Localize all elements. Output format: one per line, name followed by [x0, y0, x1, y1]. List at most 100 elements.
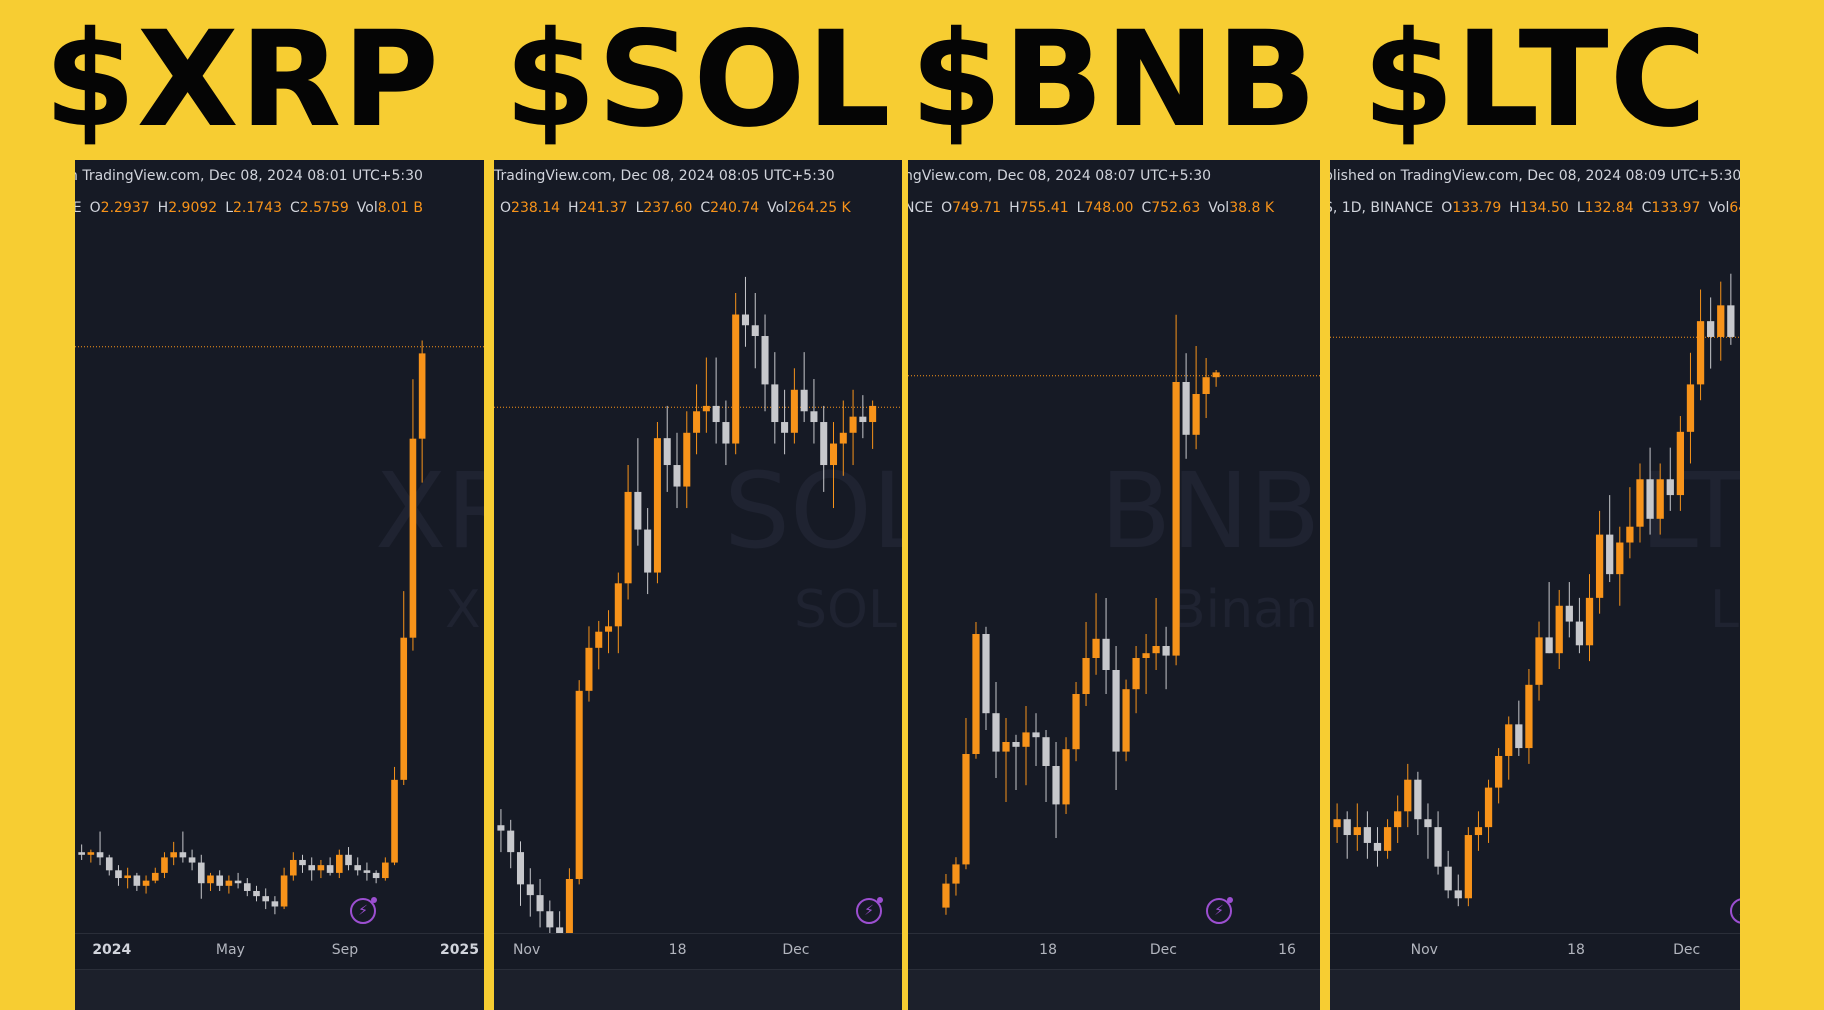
x-tick-label: 18 [1567, 942, 1585, 958]
ohlc-prefix: CE [75, 200, 82, 216]
candle [702, 357, 710, 433]
chart-footer-bar [75, 969, 484, 1010]
candles-layer [494, 276, 902, 934]
candlestick-chart[interactable]: BNBU Binance ngView.com, Dec 08, 2024 08:0… [908, 160, 1320, 1010]
lightning-icon[interactable]: ⚡ [1206, 897, 1233, 924]
candle [1112, 646, 1120, 790]
x-tick-label: Dec [1149, 942, 1177, 958]
candlestick-chart[interactable]: XRP XRP n TradingView.com, Dec 08, 2024 08… [75, 160, 484, 1010]
candle [982, 626, 990, 730]
published-line: ngView.com, Dec 08, 2024 08:07 UTC+5:30 [908, 168, 1212, 184]
candle [1082, 622, 1090, 706]
candle [409, 379, 417, 651]
candle [1474, 811, 1483, 851]
chart-footer-bar [908, 969, 1320, 1010]
candle [1585, 574, 1594, 662]
candle [253, 885, 260, 902]
candle [1343, 811, 1351, 859]
candlestick-chart[interactable]: LTCLiblished on TradingView.com, Dec 08,… [1330, 160, 1740, 1010]
ohlc-h: H2.9092 [157, 200, 218, 216]
candle [418, 340, 426, 483]
candle [1575, 597, 1584, 654]
published-line: TradingView.com, Dec 08, 2024 08:05 UTC+… [494, 168, 835, 184]
lightning-icon[interactable]: ⚡ [350, 897, 377, 924]
candle [133, 872, 141, 891]
candle [839, 400, 847, 476]
ohlc-vol-value: 64.9 K [1729, 200, 1740, 216]
candle [1142, 634, 1150, 694]
x-tick-label: 2024 [92, 942, 132, 958]
candle [105, 854, 113, 876]
candle [829, 422, 838, 509]
ohlc-vol: Vol264.25 K [767, 200, 851, 216]
candle [722, 400, 730, 466]
ticker-title: $LTC [1330, 0, 1740, 160]
candle [1505, 716, 1513, 780]
candle [790, 368, 798, 444]
candle [1022, 706, 1030, 786]
time-axis[interactable]: 18 Dec 16 [908, 933, 1320, 970]
ohlc-l: L132.84 [1576, 200, 1634, 216]
ohlc-c: C240.74 [700, 200, 760, 216]
candle [952, 857, 960, 896]
candle [1434, 811, 1442, 875]
exchange-watermark: Binance [1170, 580, 1320, 640]
candle [1072, 682, 1080, 762]
candle [1606, 495, 1614, 583]
time-axis[interactable]: Nov 18 Dec [1330, 933, 1740, 970]
candle [151, 867, 159, 884]
candle [317, 859, 325, 879]
candle [78, 844, 85, 860]
candle [96, 831, 104, 866]
candle [124, 867, 131, 889]
candle [751, 293, 759, 369]
candle [595, 620, 603, 670]
candle [1363, 811, 1372, 859]
candle [614, 572, 622, 654]
ohlc-c: C752.63 [1141, 200, 1201, 216]
candle [992, 682, 1000, 778]
candle [673, 432, 681, 509]
lightning-icon[interactable]: ⚡ [856, 897, 883, 924]
x-tick-label: 18 [1039, 942, 1057, 958]
ohlc-c-value: 240.74 [710, 200, 760, 216]
candle [693, 384, 701, 455]
time-axis[interactable]: Nov 18 Dec [494, 933, 902, 970]
candle [188, 849, 196, 871]
candlestick-chart[interactable]: SOL SOL TradingView.com, Dec 08, 2024 08:0… [494, 160, 902, 1010]
candle [1454, 874, 1462, 907]
candle [1102, 598, 1110, 694]
ohlc-l-value: 748.00 [1084, 200, 1134, 216]
candle [1062, 737, 1070, 814]
candle [683, 411, 691, 509]
symbol-watermark: SOL [724, 450, 902, 572]
candle [1424, 803, 1432, 859]
time-axis[interactable]: 2024 May Sep 2025 [75, 933, 484, 970]
ohlc-h-value: 755.41 [1019, 200, 1069, 216]
candle [1172, 314, 1180, 666]
candle [869, 400, 877, 449]
candle [761, 314, 769, 412]
candle [345, 847, 352, 871]
candle [115, 865, 122, 886]
candle [280, 867, 288, 910]
candle [962, 718, 970, 870]
candle [585, 626, 593, 702]
candle [732, 293, 740, 455]
candle [781, 389, 789, 455]
candle [234, 872, 242, 889]
candle [354, 857, 362, 876]
chart-panel-sol: $SOL SOL SOL TradingView.com, Dec 08, 2024 … [494, 0, 902, 1010]
candle [363, 862, 371, 881]
candle [142, 875, 150, 894]
candle [1012, 734, 1020, 790]
candle [800, 352, 808, 423]
candle [575, 680, 583, 885]
candle [972, 622, 980, 759]
ohlc-vol-value: 264.25 K [788, 200, 851, 216]
chart-panel-xrp: $XRP XRP XRP n TradingView.com, Dec 08, 202… [0, 0, 484, 1010]
x-tick-label: May [215, 942, 245, 958]
ohlc-l-value: 2.1743 [233, 200, 282, 216]
candle [942, 874, 950, 915]
ohlc-h-value: 134.50 [1519, 200, 1569, 216]
